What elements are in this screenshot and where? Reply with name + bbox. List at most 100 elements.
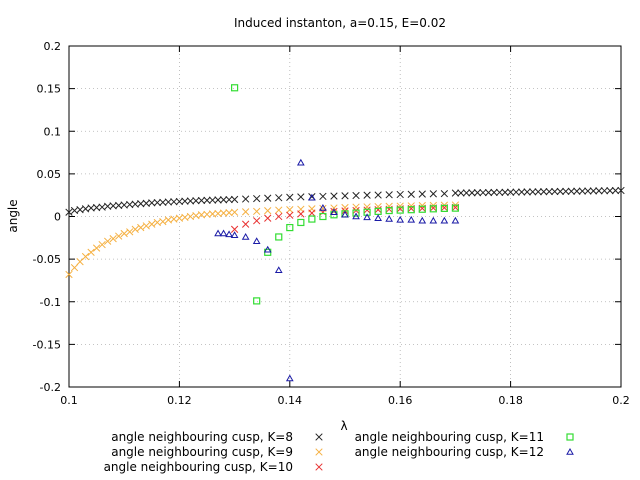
legend-item: angle neighbouring cusp, K=10 (104, 460, 323, 474)
data-point (103, 237, 112, 245)
data-point (241, 208, 250, 216)
data-point (70, 263, 79, 272)
data-point (275, 194, 283, 202)
legend-label: angle neighbouring cusp, K=8 (111, 430, 293, 444)
y-tick-label: 0.1 (44, 125, 62, 138)
data-point (230, 231, 239, 239)
y-tick-label: -0.2 (40, 381, 61, 394)
data-point (137, 223, 145, 232)
data-point (264, 207, 272, 215)
data-point (308, 209, 316, 217)
data-point (484, 188, 493, 197)
data-point (407, 206, 415, 214)
data-point (330, 192, 338, 200)
x-tick-label: 0.1 (60, 394, 78, 407)
legend-marker (566, 447, 574, 455)
legend-label: angle neighbouring cusp, K=11 (355, 430, 544, 444)
data-point (407, 190, 415, 198)
data-point (109, 235, 117, 243)
data-point (529, 188, 537, 196)
data-point (308, 215, 316, 223)
data-point (573, 187, 581, 195)
data-point (578, 187, 587, 195)
legend-item: angle neighbouring cusp, K=9 (111, 445, 323, 459)
data-point (192, 197, 200, 205)
data-point (274, 266, 283, 273)
data-point (418, 205, 426, 213)
data-point (374, 191, 382, 199)
x-tick-label: 0.2 (612, 394, 630, 407)
data-point (473, 189, 482, 197)
data-point (253, 217, 261, 225)
data-point (374, 214, 382, 221)
legend-item: angle neighbouring cusp, K=11 (355, 430, 574, 444)
data-point (479, 188, 487, 197)
y-tick-label: 0 (54, 211, 61, 224)
data-point (352, 191, 360, 200)
data-point (297, 210, 305, 218)
data-point (231, 84, 239, 92)
data-point (253, 194, 261, 203)
data-point (457, 189, 465, 197)
data-point (275, 212, 283, 221)
y-tick-label: 0.05 (37, 168, 62, 181)
data-point (418, 190, 426, 198)
data-point (230, 208, 239, 216)
data-point (142, 222, 150, 230)
y-tick-label: 0.2 (44, 40, 62, 53)
y-ticks: 0.2 0.15 0.1 0.05 0 -0.05 -0.1 -0.15 -0.2 (33, 40, 621, 394)
y-axis-label: angle (6, 199, 20, 232)
data-point (495, 188, 504, 197)
data-point (253, 207, 261, 216)
legend-marker (315, 433, 323, 441)
data-point (396, 202, 404, 210)
data-point (153, 198, 161, 207)
series-k12 (214, 158, 460, 382)
data-point (131, 225, 139, 233)
data-point (506, 188, 515, 196)
data-point (159, 217, 167, 226)
chart-title: Induced instanton, a=0.15, E=0.02 (234, 16, 446, 30)
data-point (418, 216, 427, 224)
data-point (275, 206, 283, 214)
data-point (286, 223, 294, 232)
data-point (551, 187, 559, 196)
data-point (319, 203, 327, 211)
data-point (451, 204, 459, 212)
data-point (92, 244, 101, 252)
legend-item: angle neighbouring cusp, K=8 (111, 430, 323, 444)
data-point (396, 215, 405, 223)
data-point (285, 374, 294, 382)
data-point (203, 196, 211, 204)
x-axis-label: λ (340, 419, 347, 433)
data-point (562, 187, 570, 196)
data-point (418, 201, 426, 210)
data-point (363, 191, 371, 199)
data-point (65, 208, 73, 216)
data-point (352, 212, 360, 220)
data-point (617, 186, 625, 195)
data-point (264, 194, 272, 202)
data-point (115, 232, 123, 240)
data-point (170, 198, 178, 206)
legend-marker (315, 463, 323, 471)
data-point (164, 198, 173, 206)
data-point (296, 158, 305, 166)
data-point (429, 190, 437, 198)
data-point (148, 199, 156, 207)
data-point (219, 196, 228, 204)
data-point (429, 205, 437, 213)
x-tick-label: 0.14 (278, 394, 303, 407)
data-point (241, 220, 250, 228)
legend-item: angle neighbouring cusp, K=12 (355, 445, 574, 459)
data-point (275, 233, 283, 241)
data-point (396, 206, 404, 214)
data-point (241, 195, 250, 203)
data-point (65, 270, 73, 279)
data-point (81, 252, 90, 261)
data-point (208, 196, 217, 204)
data-point (159, 198, 167, 207)
legend-label: angle neighbouring cusp, K=10 (104, 460, 293, 474)
data-point (556, 187, 564, 196)
